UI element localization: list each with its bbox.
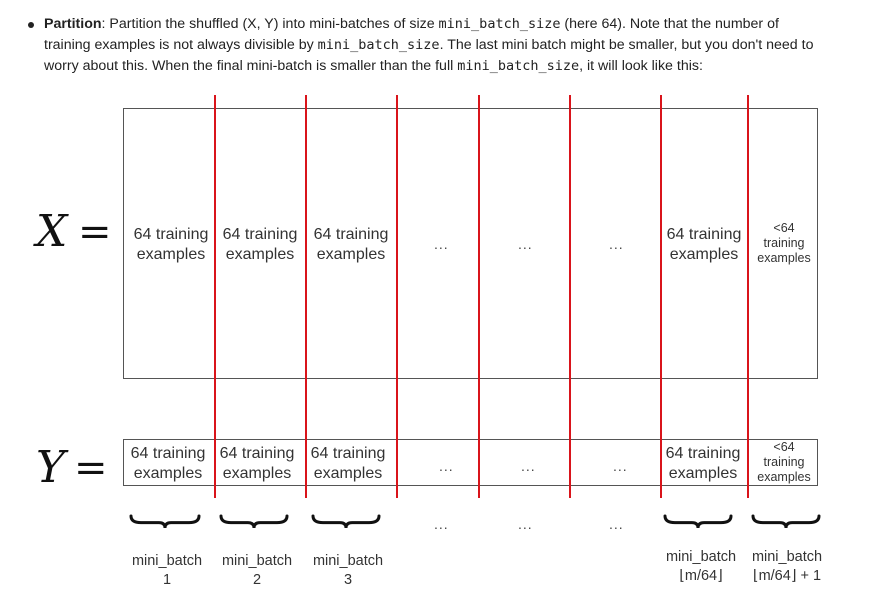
brace-ellipsis-1: ...	[434, 516, 449, 532]
caption-batch-2: mini_batch 2	[221, 553, 293, 588]
bullet-dot	[28, 22, 34, 28]
x-cell-last-full: 64 training examples	[666, 226, 742, 263]
y-cell-3: 64 training examples	[310, 445, 386, 482]
x-ellipsis-2: ...	[518, 236, 533, 252]
bullet-paragraph: Partition: Partition the shuffled (X, Y)…	[44, 14, 828, 77]
brace-3	[311, 514, 381, 529]
x-ellipsis-3: ...	[609, 236, 624, 252]
caption-batch-1: mini_batch 1	[131, 553, 203, 588]
bullet-text-4: , it will look like this:	[579, 58, 703, 74]
bullet-text-1: : Partition the shuffled (X, Y) into min…	[101, 16, 439, 32]
x-equals: =	[78, 209, 112, 255]
y-label: Y	[36, 442, 66, 493]
brace-ellipsis-2: ...	[518, 516, 533, 532]
y-ellipsis-1: ...	[439, 458, 454, 474]
y-matrix-box	[123, 439, 818, 486]
caption-batch-partial: mini_batch ⌊m/64⌋ + 1	[751, 549, 823, 584]
batch-braces	[129, 514, 821, 529]
x-ellipsis-1: ...	[434, 236, 449, 252]
code-mini-batch-size-1: mini_batch_size	[438, 16, 561, 32]
y-equals: =	[74, 445, 108, 491]
y-ellipsis-2: ...	[521, 458, 536, 474]
y-ellipsis-3: ...	[613, 458, 628, 474]
y-cell-1: 64 training examples	[130, 445, 206, 482]
x-cell-3: 64 training examples	[313, 226, 389, 263]
brace-1	[129, 514, 201, 529]
brace-ellipsis-3: ...	[609, 516, 624, 532]
brace-2	[219, 514, 289, 529]
y-cell-2: 64 training examples	[219, 445, 295, 482]
code-mini-batch-size-2: mini_batch_size	[317, 37, 440, 53]
caption-batch-3: mini_batch 3	[312, 553, 384, 588]
x-cell-1: 64 training examples	[133, 226, 209, 263]
y-cell-last-full: 64 training examples	[665, 445, 741, 482]
caption-batch-last-full: mini_batch ⌊m/64⌋	[665, 549, 737, 584]
x-cell-partial: <64 training examples	[757, 221, 811, 265]
bullet-text-2: (here 64). Note that the number of train…	[44, 16, 779, 53]
brace-4	[663, 514, 733, 529]
x-cell-2: 64 training examples	[222, 226, 298, 263]
x-label: X	[36, 206, 68, 257]
bullet-bold: Partition	[44, 16, 102, 32]
batch-dividers	[214, 95, 749, 498]
bullet-text-3: . The last mini batch might be smaller, …	[44, 37, 814, 74]
partition-bullet: Partition: Partition the shuffled (X, Y)…	[28, 14, 828, 77]
code-mini-batch-size-3: mini_batch_size	[457, 58, 580, 74]
brace-5	[751, 514, 821, 529]
x-matrix-box	[123, 108, 818, 379]
y-cell-partial: <64 training examples	[757, 440, 811, 484]
